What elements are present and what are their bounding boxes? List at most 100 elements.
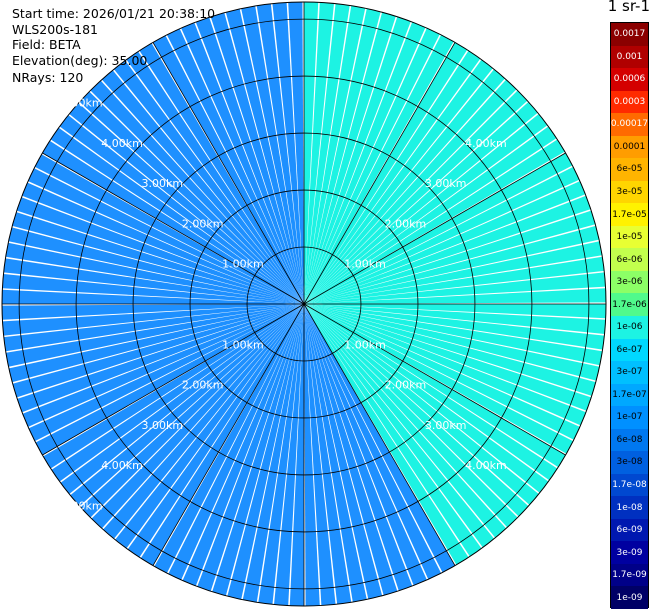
ray-115	[225, 8, 304, 304]
ray-103	[69, 103, 305, 304]
ray-78	[51, 304, 304, 482]
ray-90	[2, 289, 304, 304]
ray-37	[304, 304, 586, 426]
azimuth-line-150	[303, 303, 456, 566]
ray-40	[304, 304, 566, 468]
colorbar-cell: 1e-09	[611, 586, 648, 609]
range-label-2-0: 2.00km	[182, 217, 224, 230]
colorbar: 0.0017 0.001 0.0006 0.0003 0.00017 0.0001 6e-0…	[610, 22, 649, 609]
ray-31	[304, 304, 606, 334]
ray-70	[140, 304, 304, 566]
ray-64	[227, 304, 304, 600]
ray-53	[304, 304, 413, 591]
ray-12	[304, 59, 493, 305]
ray-52	[304, 304, 427, 586]
ray-30	[304, 304, 606, 319]
ray-18	[304, 126, 557, 304]
ray-98	[28, 168, 304, 304]
ray-97	[22, 182, 304, 304]
ray-100	[42, 140, 304, 304]
ray-22	[304, 181, 586, 304]
colorbar-cell: 6e-06	[611, 248, 648, 271]
ray-26	[304, 241, 603, 304]
ray-95	[12, 212, 304, 304]
colorbar-cell: 1e-08	[611, 496, 648, 519]
ray-94	[8, 227, 304, 304]
ray-112	[181, 22, 304, 305]
colorbar-cell: 3e-05	[611, 180, 648, 204]
ray-114	[210, 12, 304, 304]
range-label-3-0: 3.00km	[142, 177, 184, 190]
range-label-3-3: 3.00km	[142, 419, 184, 432]
colorbar-cell: 1.7e-07	[611, 383, 648, 407]
ray-104	[79, 91, 305, 304]
ray-89	[2, 304, 304, 320]
colorbar-cell: 0.0001	[611, 135, 648, 159]
ray-71	[127, 304, 304, 558]
range-labels: 1.00km 1.00km 1.00km 1.00km 2.00km 2.00km 2.00…	[61, 97, 507, 513]
colorbar-cell: 1.7e-06	[611, 293, 648, 316]
range-label-3-2: 3.00km	[425, 419, 467, 432]
ray-101	[50, 127, 304, 304]
ray-109	[139, 43, 304, 304]
ray-44	[304, 304, 529, 517]
ray-21	[304, 166, 580, 304]
ray-23	[304, 195, 591, 304]
ray-58	[304, 304, 336, 606]
ray-82	[22, 304, 305, 427]
range-label-4-2: 4.00km	[465, 459, 507, 472]
azimuth-line-120	[303, 303, 566, 456]
colorbar-cell: 0.0003	[611, 90, 648, 114]
azimuth-line-30	[303, 42, 456, 305]
azimuth-line-60	[303, 152, 566, 305]
colorbar-cell: 1.7e-05	[611, 203, 648, 226]
colorbar-cell: 1.7e-09	[611, 563, 648, 587]
range-label-5-0: 5.00km	[61, 97, 103, 110]
ray-sectors	[2, 2, 606, 606]
range-label-1-1: 1.00km	[344, 258, 386, 271]
ray-29	[304, 288, 606, 304]
ray-33	[304, 304, 603, 366]
ray-107	[113, 60, 304, 305]
colorbar-cell: 6e-05	[611, 158, 648, 181]
ray-85	[8, 304, 304, 383]
colorbar-cell: 6e-08	[611, 428, 648, 452]
colorbar-cell: 3e-09	[611, 541, 648, 564]
ray-17	[304, 113, 548, 304]
range-label-2-1: 2.00km	[385, 217, 427, 230]
ray-20	[304, 153, 573, 304]
ray-67	[182, 304, 304, 586]
ray-51	[304, 304, 442, 580]
ray-28	[304, 272, 606, 304]
ray-113	[195, 17, 304, 305]
range-label-2-3: 2.00km	[182, 379, 224, 392]
colorbar-cell: 0.0006	[611, 68, 648, 91]
ray-80	[35, 304, 304, 455]
polar-grid	[1, 1, 607, 607]
ray-1	[304, 2, 334, 305]
ray-38	[304, 304, 580, 440]
ray-7	[304, 22, 426, 304]
range-label-4-0: 4.00km	[101, 137, 143, 150]
colorbar-cell: 1.7e-08	[611, 473, 648, 497]
ray-108	[126, 51, 304, 304]
ray-77	[60, 304, 305, 495]
ray-47	[304, 304, 495, 548]
colorbar-title: m-1 sr-1	[609, 0, 650, 15]
ray-83	[17, 304, 305, 413]
range-label-1-0: 1.00km	[222, 258, 264, 271]
ray-50	[304, 304, 455, 573]
ray-49	[304, 304, 469, 565]
ray-8	[304, 28, 440, 304]
ray-45	[304, 304, 518, 528]
ray-13	[304, 69, 505, 305]
ray-4	[304, 8, 381, 304]
ray-118	[272, 2, 304, 305]
ray-10	[304, 42, 468, 304]
colorbar-cell: 0.0017	[611, 23, 648, 46]
ray-86	[5, 304, 304, 367]
range-label-5-3: 5.00km	[61, 499, 103, 512]
ray-111	[166, 28, 304, 304]
ray-42	[304, 304, 549, 493]
ray-105	[90, 80, 304, 304]
